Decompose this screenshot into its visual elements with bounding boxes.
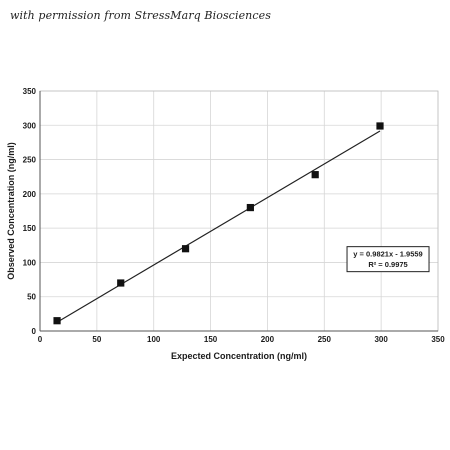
data-point (376, 122, 384, 130)
y-tick-label: 50 (27, 293, 36, 302)
x-tick-label: 0 (38, 335, 43, 344)
x-tick-label: 100 (147, 335, 161, 344)
data-point (311, 171, 319, 179)
y-tick-label: 200 (23, 190, 37, 199)
data-point (53, 317, 61, 325)
x-tick-label: 200 (261, 335, 275, 344)
credit-text: with permission from StressMarq Bioscien… (10, 9, 271, 22)
data-point (117, 279, 125, 287)
y-tick-label: 100 (23, 258, 37, 267)
x-tick-label: 300 (374, 335, 388, 344)
equation-text: y = 0.9821x - 1.9559 (353, 250, 422, 259)
r-squared-text: R² = 0.9975 (368, 260, 407, 269)
x-tick-label: 150 (204, 335, 218, 344)
y-tick-label: 0 (32, 327, 37, 336)
axes (39, 90, 439, 332)
tick-labels: 0 50 100 150 200 250 300 350 0 50 100 150 200 250 300 3… (23, 87, 446, 344)
data-point (181, 245, 190, 253)
data-point (246, 203, 254, 212)
y-tick-label: 300 (23, 121, 37, 130)
trendline-group (56, 130, 381, 323)
y-tick-label: 150 (23, 224, 37, 233)
x-tick-label: 350 (431, 335, 445, 344)
y-tick-label: 250 (23, 156, 37, 165)
equation-box (346, 246, 430, 273)
data-points (53, 122, 384, 325)
y-tick-label: 350 (23, 87, 37, 96)
x-axis-label: Expected Concentration (ng/ml) (171, 351, 307, 361)
trendline (56, 130, 381, 323)
x-tick-label: 250 (318, 335, 332, 344)
x-tick-label: 50 (92, 335, 101, 344)
y-axis-label: Observed Concentration (ng/ml) (6, 142, 16, 280)
